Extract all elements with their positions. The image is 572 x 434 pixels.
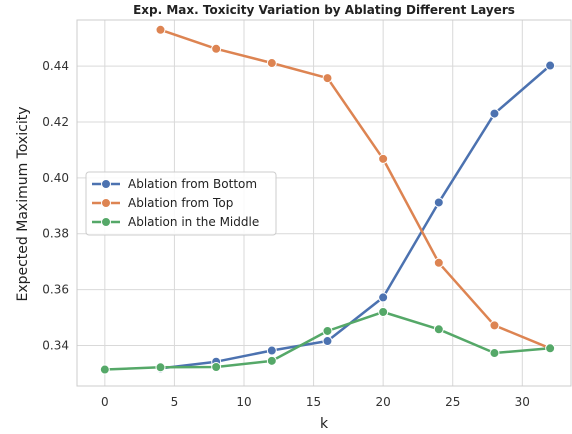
data-point bbox=[266, 345, 277, 356]
y-axis-ticks: 0.34 0.36 0.38 0.40 0.42 0.44 bbox=[42, 59, 69, 352]
y-tick-label: 0.34 bbox=[42, 338, 69, 352]
data-point bbox=[266, 58, 277, 69]
x-tick-label: 15 bbox=[306, 395, 321, 409]
y-tick-label: 0.40 bbox=[42, 171, 69, 185]
x-tick-label: 25 bbox=[445, 395, 460, 409]
data-point bbox=[211, 362, 222, 373]
y-tick-label: 0.38 bbox=[42, 227, 69, 241]
data-point bbox=[211, 43, 222, 54]
y-axis-label: Expected Maximum Toxicity bbox=[15, 106, 31, 301]
x-tick-label: 20 bbox=[376, 395, 391, 409]
series-3 bbox=[99, 306, 556, 375]
series-1 bbox=[155, 60, 556, 374]
data-point bbox=[489, 320, 500, 331]
data-point bbox=[545, 60, 556, 71]
legend-label: Ablation from Bottom bbox=[128, 177, 257, 191]
legend-label: Ablation from Top bbox=[128, 196, 233, 210]
data-point bbox=[433, 257, 444, 268]
data-point bbox=[378, 153, 389, 164]
y-tick-label: 0.44 bbox=[42, 59, 69, 73]
plot-frame bbox=[76, 19, 572, 387]
chart-title: Exp. Max. Toxicity Variation by Ablating… bbox=[133, 3, 515, 17]
data-point bbox=[322, 325, 333, 336]
x-tick-label: 10 bbox=[236, 395, 251, 409]
y-tick-label: 0.42 bbox=[42, 115, 69, 129]
series-line bbox=[160, 28, 551, 350]
legend-entry: Ablation from Top bbox=[92, 196, 233, 210]
legend-entry: Ablation in the Middle bbox=[92, 215, 259, 229]
legend-swatch-marker bbox=[101, 217, 111, 227]
x-tick-label: 5 bbox=[171, 395, 179, 409]
series-layer bbox=[99, 24, 556, 375]
data-point bbox=[545, 343, 556, 354]
x-axis-label: k bbox=[320, 416, 329, 432]
data-point bbox=[322, 73, 333, 84]
data-point bbox=[378, 306, 389, 317]
legend-swatch-marker bbox=[101, 198, 111, 208]
data-point bbox=[99, 364, 110, 375]
data-point bbox=[489, 348, 500, 359]
data-point bbox=[378, 292, 389, 303]
series-2 bbox=[155, 24, 556, 354]
data-point bbox=[489, 108, 500, 119]
y-tick-label: 0.36 bbox=[42, 283, 69, 297]
x-tick-label: 0 bbox=[101, 395, 109, 409]
legend-swatch-marker bbox=[101, 179, 111, 189]
legend-entry: Ablation from Bottom bbox=[92, 177, 257, 191]
series-line bbox=[160, 64, 551, 370]
x-tick-label: 30 bbox=[515, 395, 530, 409]
data-point bbox=[155, 362, 166, 373]
data-point bbox=[433, 324, 444, 335]
legend-box bbox=[85, 171, 277, 236]
data-point bbox=[155, 24, 166, 35]
data-point bbox=[266, 355, 277, 366]
data-point bbox=[322, 336, 333, 347]
legend: Ablation from Bottom Ablation from Top Abl… bbox=[85, 171, 277, 236]
data-point bbox=[433, 197, 444, 208]
legend-label: Ablation in the Middle bbox=[128, 215, 259, 229]
x-axis-ticks: 0 5 10 15 20 25 30 bbox=[101, 395, 530, 409]
